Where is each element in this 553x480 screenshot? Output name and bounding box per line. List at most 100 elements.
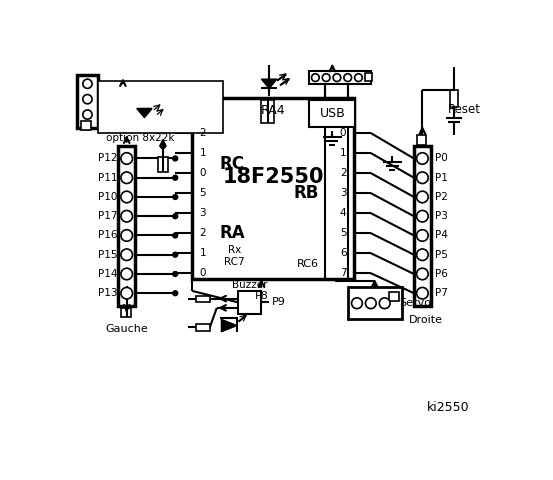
Text: Droite: Droite [409, 315, 444, 325]
Circle shape [366, 298, 376, 309]
Text: P6: P6 [435, 269, 448, 279]
Text: Reset: Reset [448, 104, 481, 117]
Text: P16: P16 [98, 230, 117, 240]
Text: 1: 1 [200, 248, 206, 258]
Circle shape [416, 191, 428, 203]
Circle shape [173, 214, 178, 218]
Bar [417, 135, 426, 144]
Bar [196, 324, 210, 331]
Text: Buzzer: Buzzer [232, 280, 268, 290]
Bar [389, 292, 399, 301]
Circle shape [121, 249, 133, 261]
Text: Servo: Servo [399, 298, 431, 308]
Text: P8: P8 [254, 291, 268, 301]
Text: 2: 2 [200, 128, 206, 138]
Circle shape [352, 298, 362, 309]
Text: 3: 3 [340, 188, 346, 198]
Circle shape [160, 144, 165, 148]
Circle shape [121, 210, 133, 222]
Circle shape [121, 191, 133, 203]
Text: P10: P10 [98, 192, 117, 202]
Bar [309, 72, 371, 84]
Circle shape [121, 172, 133, 183]
Text: 6: 6 [340, 248, 346, 258]
Circle shape [173, 175, 178, 180]
Text: 1: 1 [200, 148, 206, 158]
Text: P14: P14 [98, 269, 117, 279]
Bar [309, 100, 356, 127]
Circle shape [121, 153, 133, 164]
Text: P4: P4 [435, 230, 448, 240]
Text: P17: P17 [98, 211, 117, 221]
Text: option 8x22k: option 8x22k [106, 133, 174, 144]
Text: 5: 5 [340, 228, 346, 238]
Circle shape [173, 156, 178, 161]
Circle shape [416, 172, 428, 183]
Circle shape [333, 74, 341, 82]
Text: USB: USB [320, 107, 345, 120]
Text: 0: 0 [340, 128, 346, 138]
Text: P0: P0 [435, 154, 448, 164]
Text: P15: P15 [98, 250, 117, 260]
Text: ki2550: ki2550 [426, 401, 469, 414]
Text: RC6: RC6 [296, 259, 319, 269]
Text: 1: 1 [340, 148, 346, 158]
Text: RB: RB [294, 184, 319, 202]
Circle shape [121, 288, 133, 299]
Text: 0: 0 [200, 168, 206, 178]
Polygon shape [221, 319, 237, 332]
Circle shape [416, 288, 428, 299]
Bar [119, 97, 130, 112]
Text: 2: 2 [200, 228, 206, 238]
Text: RA4: RA4 [260, 104, 285, 117]
Bar [238, 291, 262, 314]
Text: 3: 3 [200, 208, 206, 218]
Circle shape [173, 233, 178, 238]
Bar [364, 73, 372, 81]
Text: P1: P1 [435, 173, 448, 183]
Circle shape [83, 110, 92, 119]
Text: 5: 5 [200, 188, 206, 198]
Circle shape [83, 79, 92, 88]
Polygon shape [262, 79, 277, 88]
Text: 7: 7 [340, 268, 346, 278]
Circle shape [173, 291, 178, 296]
Circle shape [322, 74, 330, 82]
Bar [348, 287, 401, 319]
Bar [196, 296, 210, 302]
Bar [118, 146, 135, 306]
Circle shape [121, 268, 133, 280]
Circle shape [354, 74, 362, 82]
Text: P13: P13 [98, 288, 117, 298]
Circle shape [416, 268, 428, 280]
Bar [414, 146, 431, 306]
Bar [158, 157, 168, 172]
Text: RA: RA [220, 224, 246, 242]
Text: 4: 4 [340, 208, 346, 218]
Bar [98, 81, 223, 133]
Bar [262, 100, 274, 123]
Bar [77, 74, 98, 129]
Text: P3: P3 [435, 211, 448, 221]
Text: 18F2550: 18F2550 [222, 168, 324, 187]
Circle shape [344, 74, 352, 82]
Circle shape [311, 74, 319, 82]
Text: P11: P11 [98, 173, 117, 183]
Text: P2: P2 [435, 192, 448, 202]
Circle shape [121, 230, 133, 241]
Circle shape [83, 95, 92, 104]
Text: 2: 2 [340, 168, 346, 178]
Bar [121, 308, 131, 317]
Circle shape [173, 252, 178, 257]
Text: 0: 0 [200, 268, 206, 278]
Circle shape [173, 272, 178, 276]
Text: Gauche: Gauche [105, 324, 148, 335]
Text: P5: P5 [435, 250, 448, 260]
Polygon shape [137, 108, 152, 118]
Circle shape [379, 298, 390, 309]
Circle shape [416, 249, 428, 261]
Circle shape [416, 230, 428, 241]
Circle shape [416, 210, 428, 222]
Text: P9: P9 [272, 298, 285, 308]
Text: Rx
RC7: Rx RC7 [224, 245, 245, 267]
